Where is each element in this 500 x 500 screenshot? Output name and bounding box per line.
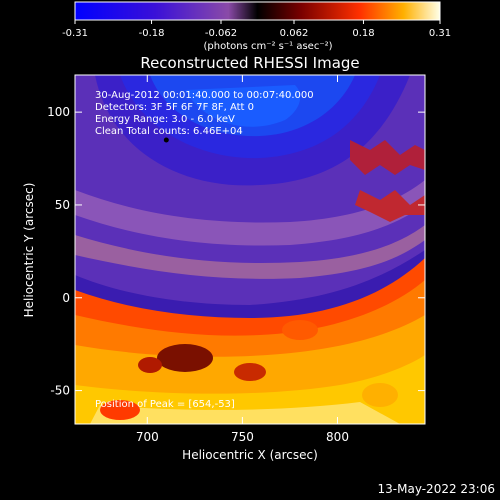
x-tick-label: 700 xyxy=(136,430,159,444)
peak-marker xyxy=(163,137,169,143)
chart-title: Reconstructed RHESSI Image xyxy=(140,54,359,72)
colorbar-ticks: -0.31 -0.18 -0.062 0.062 0.18 0.31 xyxy=(62,20,451,39)
x-tick-label: 750 xyxy=(231,430,254,444)
x-axis-ticks: 700 750 800 xyxy=(136,75,349,444)
y-tick-label: 100 xyxy=(47,105,70,119)
colorbar-tick-label: 0.31 xyxy=(429,28,451,39)
colorbar-tick-label: 0.062 xyxy=(280,28,309,39)
y-axis-ticks: -50 0 50 100 xyxy=(47,105,425,398)
y-tick-label: 0 xyxy=(62,291,70,305)
annotation-energy-range: Energy Range: 3.0 - 6.0 keV xyxy=(95,114,235,125)
colorbar-tick-label: -0.062 xyxy=(205,28,237,39)
colorbar-tick-label: -0.31 xyxy=(62,28,88,39)
colorbar-tick-label: -0.18 xyxy=(139,28,165,39)
annotation-block: 30-Aug-2012 00:01:40.000 to 00:07:40.000… xyxy=(95,90,314,137)
y-tick-label: 50 xyxy=(55,198,70,212)
annotation-time-range: 30-Aug-2012 00:01:40.000 to 00:07:40.000 xyxy=(95,90,314,101)
y-axis-label: Heliocentric Y (arcsec) xyxy=(22,183,36,318)
colorbar-unit-label: (photons cm⁻² s⁻¹ asec⁻²) xyxy=(203,41,332,52)
x-axis-label: Heliocentric X (arcsec) xyxy=(182,448,318,462)
y-tick-label: -50 xyxy=(50,384,70,398)
x-tick-label: 800 xyxy=(326,430,349,444)
annotation-detectors: Detectors: 3F 5F 6F 7F 8F, Att 0 xyxy=(95,102,254,113)
footer-timestamp: 13-May-2022 23:06 xyxy=(378,482,495,496)
colorbar-tick-label: 0.18 xyxy=(352,28,374,39)
peak-position-label: Position of Peak = [654,-53] xyxy=(95,399,235,410)
colorbar xyxy=(74,1,441,21)
annotation-clean-counts: Clean Total counts: 6.46E+04 xyxy=(95,126,243,137)
plot-frame xyxy=(74,74,426,425)
heatmap-image xyxy=(75,75,425,424)
